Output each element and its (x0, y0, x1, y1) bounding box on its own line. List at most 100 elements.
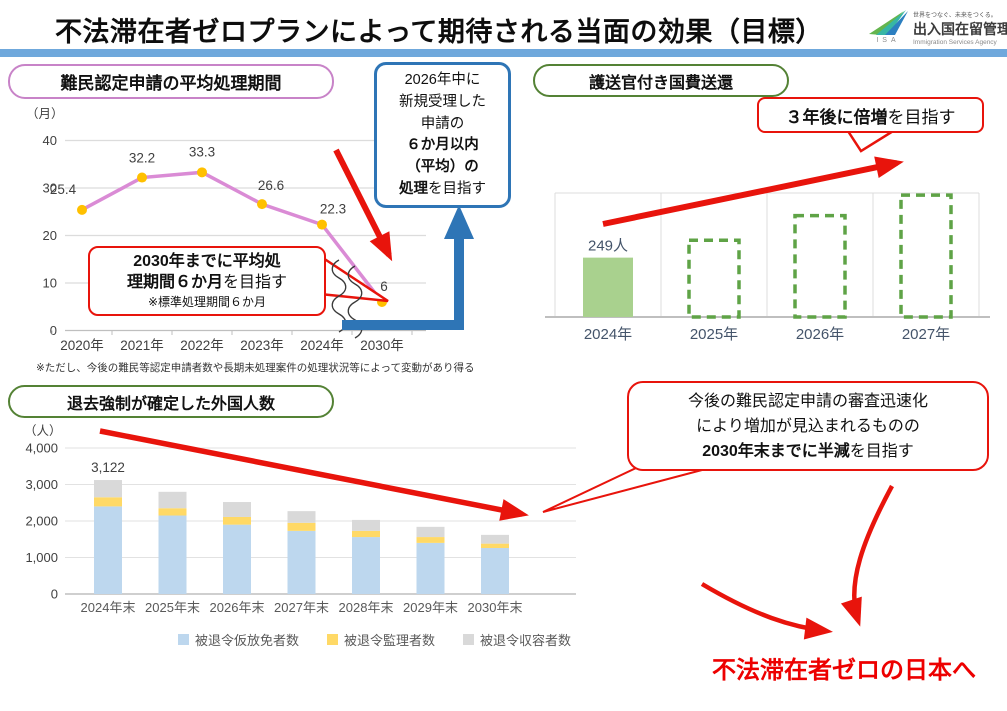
callout-double-target: ３年後に倍増を目指す (757, 97, 984, 133)
data-label: 33.3 (189, 144, 215, 159)
goal-line: 新規受理した (399, 93, 486, 110)
paper-plane-icon: ISA (868, 10, 908, 44)
target-bar (793, 213, 847, 319)
bar-label: 249人 (588, 238, 628, 255)
data-point (77, 204, 87, 215)
x-axis-label: 2025年 (690, 326, 738, 343)
y-tick-label: 20 (43, 228, 57, 243)
callout-halve-target: 今後の難民認定申請の審査迅速化 により増加が見込まれるものの 2030年末までに… (627, 381, 989, 471)
bar-segment (287, 511, 316, 523)
goal-line: ６か月以内 (406, 137, 479, 154)
chart-title-deport: 退去強制が確定した外国人数 (8, 385, 334, 418)
x-axis-label: 2029年末 (403, 600, 458, 615)
bar-segment (416, 537, 445, 543)
y-tick-label: 3,000 (25, 477, 58, 492)
total-label: 3,122 (91, 460, 125, 475)
title-underline-bar (0, 49, 1007, 57)
y-tick-label: 10 (43, 276, 57, 291)
agency-name-jp: 出入国在留管理庁 (913, 21, 1007, 37)
data-point (257, 199, 267, 210)
x-axis-label: 2026年 (796, 326, 844, 343)
data-point (377, 297, 387, 307)
legend-swatch (178, 634, 189, 645)
y-tick-label: 2,000 (25, 514, 58, 529)
isa-label: ISA (876, 37, 900, 44)
bar-segment (158, 508, 187, 516)
bar-segment (352, 537, 380, 594)
bar-segment (481, 543, 509, 549)
y-tick-label: 4,000 (25, 441, 58, 456)
curved-arrow (700, 582, 833, 640)
bar-segment (481, 534, 509, 544)
bar-segment (94, 506, 122, 594)
target-bar (687, 238, 741, 319)
x-axis-label: 2027年 (902, 326, 950, 343)
escort-bar-chart: 249人 2024年 2025年 2026年 2027年 (545, 192, 990, 343)
bar-segment (416, 526, 445, 538)
bar-segment (223, 516, 251, 525)
agency-name-block: 世界をつなぐ、未来をつくる。 出入国在留管理庁 Immigration Serv… (913, 10, 1007, 46)
goal-box-2026: 2026年中に 新規受理した 申請の ６か月以内 （平均）の 処理を目指す (374, 62, 511, 208)
x-axis-label: 2025年末 (145, 600, 200, 615)
curved-arrow (840, 484, 894, 627)
y-tick-label: 30 (43, 181, 57, 196)
target-bar (899, 193, 953, 319)
x-axis-label: 2026年末 (210, 600, 265, 615)
x-axis-label: 2024年 (300, 338, 344, 353)
x-axis-label: 2027年末 (274, 600, 329, 615)
callout-2030-target: 2030年までに平均処 理期間６か月を目指す ※標準処理期間６か月 (88, 246, 326, 316)
data-label: 25.4 (50, 182, 77, 197)
paper-plane-icon-svg (869, 10, 908, 35)
legend-item: 被退令仮放免者数 (178, 630, 299, 649)
goal-line: 処理を目指す (399, 180, 486, 197)
y-tick-label: 0 (51, 587, 58, 602)
legend-swatch (463, 634, 475, 645)
bar-segment (158, 491, 187, 509)
bar-segment (287, 522, 316, 531)
bar-segment (287, 530, 316, 594)
x-axis-label: 2020年 (60, 338, 104, 353)
page-title: 不法滞在者ゼロプランによって期待される当面の効果（目標） (55, 17, 823, 47)
agency-name-en: Immigration Services Agency (913, 39, 997, 46)
y-axis-unit: （人） (24, 424, 62, 438)
data-label: 22.3 (320, 202, 346, 217)
x-axis-label: 2030年 (360, 338, 404, 353)
line-series (81, 170, 384, 304)
legend-swatch (327, 634, 339, 645)
chart-footnote: ※ただし、今後の難民等認定申請者数や長期未処理案件の処理状況等によって変動があり… (36, 362, 475, 374)
goal-line: 2026年中に (404, 72, 481, 88)
bar (583, 257, 633, 317)
y-axis-unit: （月） (26, 107, 64, 121)
logo-tagline: 世界をつなぐ、未来をつくる。 (913, 13, 997, 19)
agency-logo: ISA 世界をつなぐ、未来をつくる。 出入国在留管理庁 Immigration … (868, 10, 1007, 46)
legend-label: 被退令仮放免者数 (195, 633, 300, 648)
x-axis-label: 2024年末 (81, 600, 136, 615)
bar-segment (223, 502, 251, 517)
x-axis-label: 2030年末 (468, 600, 523, 615)
chart-legend: 被退令仮放免者数 被退令監理者数 被退令収容者数 (178, 630, 571, 649)
bar-segment (94, 480, 122, 498)
legend-item: 被退令監理者数 (327, 630, 435, 649)
bar-segment (158, 515, 187, 594)
callout-note: ※標準処理期間６か月 (147, 294, 267, 309)
data-label: 6 (380, 279, 388, 294)
slogan-text: 不法滞在者ゼロの日本へ (712, 657, 976, 684)
legend-label: 被退令収容者数 (480, 633, 572, 648)
x-axis-label: 2023年 (240, 338, 284, 353)
x-axis-label: 2028年末 (339, 600, 394, 615)
data-point (197, 167, 207, 178)
x-axis-label: 2021年 (120, 338, 164, 353)
bar-segment (94, 497, 122, 507)
data-label: 32.2 (129, 151, 155, 166)
y-tick-label: 1,000 (25, 550, 58, 565)
data-label: 26.6 (258, 178, 284, 193)
x-axis-label: 2024年 (584, 326, 632, 343)
data-point (137, 172, 147, 183)
chart-title-refugee: 難民認定申請の平均処理期間 (8, 64, 334, 99)
legend-item: 被退令収容者数 (463, 630, 571, 649)
goal-line: （平均）の (406, 159, 479, 175)
y-tick-label: 40 (43, 133, 57, 148)
data-point (317, 219, 327, 230)
legend-label: 被退令監理者数 (344, 633, 436, 648)
